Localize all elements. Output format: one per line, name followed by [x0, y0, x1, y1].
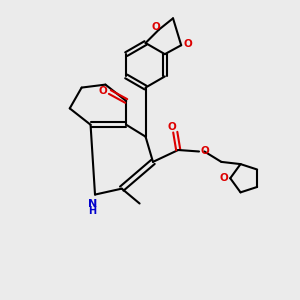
Text: O: O [168, 122, 177, 132]
Text: O: O [183, 39, 192, 49]
Text: O: O [152, 22, 160, 32]
Text: N: N [88, 199, 97, 209]
Text: O: O [99, 85, 108, 96]
Text: O: O [200, 146, 209, 157]
Text: O: O [220, 173, 229, 183]
Text: H: H [88, 206, 97, 216]
